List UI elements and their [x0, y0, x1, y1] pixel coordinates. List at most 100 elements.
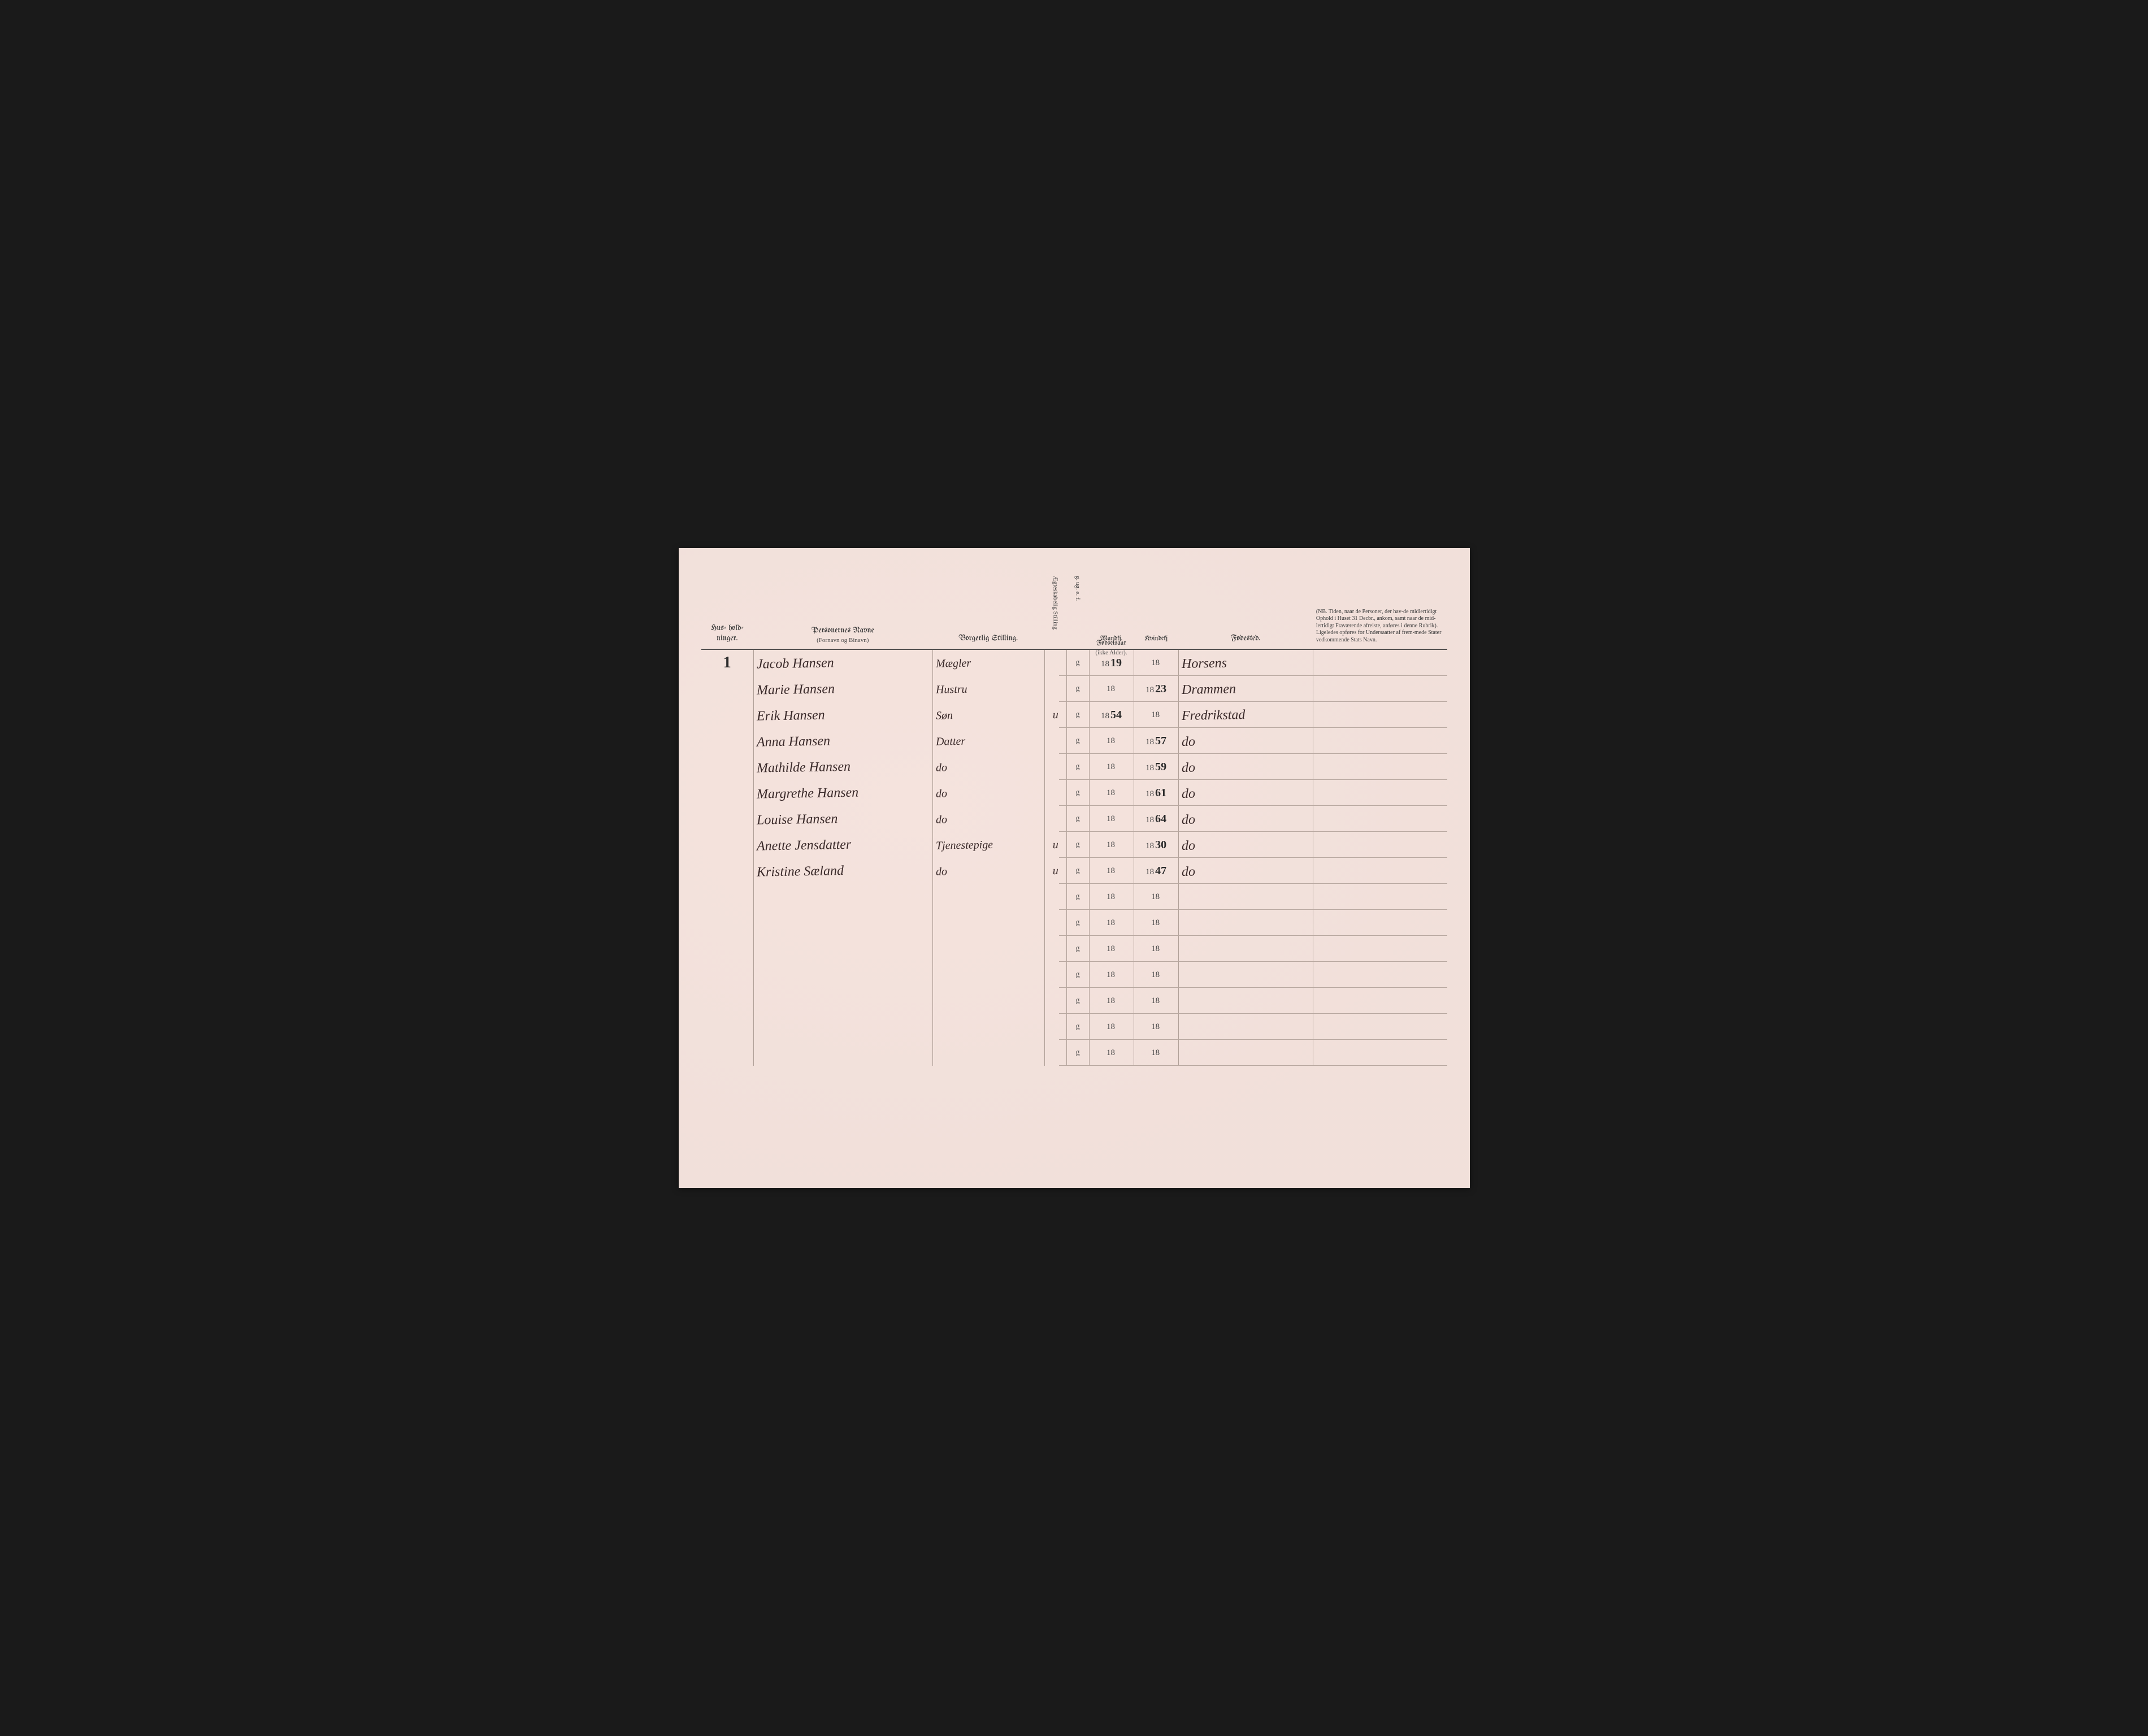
- cell-marital-status: u: [1044, 707, 1066, 723]
- cell-mandkj-year: 18: [1089, 916, 1134, 930]
- cell-printed-g: g: [1066, 734, 1089, 748]
- cell-household: [701, 791, 753, 795]
- printed-18-prefix: 18: [1145, 815, 1154, 825]
- cell-kvindekj-year: 18: [1134, 890, 1178, 904]
- header-label: Fødested.: [1182, 633, 1309, 644]
- cell-mandkj-year: 18: [1089, 890, 1134, 904]
- cell-printed-g: g: [1066, 656, 1089, 670]
- cell-marital-status: [1044, 1025, 1067, 1030]
- cell-notes: [1313, 791, 1447, 795]
- cell-notes: [1313, 947, 1447, 951]
- cell-name: Erik Hansen: [753, 704, 932, 726]
- header-kvindekj: Kvindekj: [1134, 593, 1178, 646]
- cell-marital-status: u: [1044, 837, 1066, 853]
- cell-stilling: do: [932, 810, 1044, 828]
- table-row: g1818: [701, 884, 1447, 910]
- cell-notes: [1313, 661, 1447, 665]
- header-vertical: Ægteskabelig Stilling: [1052, 576, 1058, 644]
- cell-fodested: do: [1178, 757, 1313, 777]
- header-label: Kvindekj: [1137, 635, 1175, 644]
- cell-marital-status: [1044, 947, 1067, 952]
- table-row: g1818: [701, 1014, 1447, 1040]
- printed-18-prefix: 18: [1151, 1022, 1160, 1032]
- cell-household: [701, 869, 753, 873]
- cell-stilling: [932, 1024, 1044, 1030]
- cell-notes: [1313, 713, 1447, 717]
- cell-printed-g: g: [1066, 942, 1089, 956]
- cell-notes: [1313, 765, 1447, 769]
- cell-stilling: [932, 894, 1044, 900]
- cell-name: [753, 945, 932, 953]
- table-header: Hus- hold- ninger. Personernes Navne (Fo…: [701, 565, 1447, 650]
- year-suffix: 47: [1155, 865, 1166, 878]
- cell-printed-g: g: [1066, 994, 1089, 1008]
- table-row: Margrethe Hansendog181861do: [701, 780, 1447, 806]
- printed-18-prefix: 18: [1145, 685, 1154, 695]
- cell-kvindekj-year: 18: [1134, 994, 1178, 1008]
- table-row: g1818: [701, 936, 1447, 962]
- cell-kvindekj-year: 18: [1134, 968, 1178, 982]
- cell-marital-status: [1044, 817, 1067, 822]
- cell-notes: [1313, 687, 1447, 691]
- cell-notes: [1313, 869, 1447, 873]
- printed-18-prefix: 18: [1106, 788, 1115, 798]
- cell-fodested: [1178, 971, 1313, 978]
- cell-household: [701, 947, 753, 951]
- cell-household: [701, 973, 753, 977]
- table-row: g1818: [701, 988, 1447, 1014]
- cell-marital-status: [1044, 687, 1067, 692]
- cell-kvindekj-year: 1857: [1134, 732, 1178, 750]
- cell-name: Margrethe Hansen: [753, 782, 932, 804]
- table-body: 1Jacob HansenMæglerg181918HorsensMarie H…: [701, 650, 1447, 1066]
- cell-marital-status: [1044, 999, 1067, 1004]
- printed-18-prefix: 18: [1106, 944, 1115, 954]
- cell-notes: [1313, 739, 1447, 743]
- cell-name: Anette Jensdatter: [753, 834, 932, 856]
- printed-18-prefix: 18: [1101, 659, 1109, 669]
- cell-household: [701, 895, 753, 899]
- cell-kvindekj-year: 18: [1134, 1046, 1178, 1060]
- cell-mandkj-year: 18: [1089, 968, 1134, 982]
- printed-18-prefix: 18: [1151, 918, 1160, 928]
- header-label: Hus- hold- ninger.: [705, 623, 750, 644]
- table-row: Marie HansenHustrug181823Drammen: [701, 676, 1447, 702]
- cell-fodested: do: [1178, 731, 1313, 751]
- cell-marital-status: u: [1044, 863, 1066, 879]
- cell-printed-g: g: [1066, 682, 1089, 696]
- cell-marital-status: [1044, 1051, 1067, 1056]
- table-row: g1818: [701, 962, 1447, 988]
- cell-notes: [1313, 817, 1447, 821]
- cell-mandkj-year: 1819: [1089, 654, 1134, 672]
- cell-name: Louise Hansen: [753, 808, 932, 830]
- printed-18-prefix: 18: [1151, 970, 1160, 980]
- cell-household: [701, 765, 753, 769]
- cell-marital-status: [1044, 739, 1067, 744]
- year-suffix: 30: [1155, 839, 1166, 852]
- printed-18-prefix: 18: [1151, 892, 1160, 902]
- cell-name: Anna Hansen: [753, 730, 932, 752]
- cell-mandkj-year: 18: [1089, 838, 1134, 852]
- cell-marital-status: [1044, 895, 1067, 900]
- cell-name: Marie Hansen: [753, 678, 932, 700]
- cell-stilling: [932, 998, 1044, 1004]
- cell-name: [753, 919, 932, 927]
- cell-marital-status: [1044, 661, 1067, 666]
- cell-printed-g: g: [1066, 1046, 1089, 1060]
- cell-mandkj-year: 18: [1089, 864, 1134, 878]
- cell-household: [701, 843, 753, 847]
- cell-name: Jacob Hansen: [753, 652, 932, 674]
- table-row: 1Jacob HansenMæglerg181918Horsens: [701, 650, 1447, 676]
- cell-stilling: Søn: [932, 706, 1044, 724]
- cell-mandkj-year: 18: [1089, 786, 1134, 800]
- cell-kvindekj-year: 18: [1134, 1020, 1178, 1034]
- cell-fodested: [1178, 1023, 1313, 1030]
- year-suffix: 57: [1155, 735, 1166, 748]
- cell-notes: [1313, 895, 1447, 899]
- year-suffix: 59: [1155, 761, 1166, 774]
- printed-18-prefix: 18: [1151, 710, 1160, 720]
- cell-fodested: [1178, 997, 1313, 1004]
- table-row: Kristine Sælanddoug181847do: [701, 858, 1447, 884]
- cell-household: 1: [701, 652, 753, 674]
- header-mandkj: Fødselsaar (ikke Alder). Mandkj.: [1089, 593, 1134, 646]
- cell-stilling: do: [932, 784, 1044, 802]
